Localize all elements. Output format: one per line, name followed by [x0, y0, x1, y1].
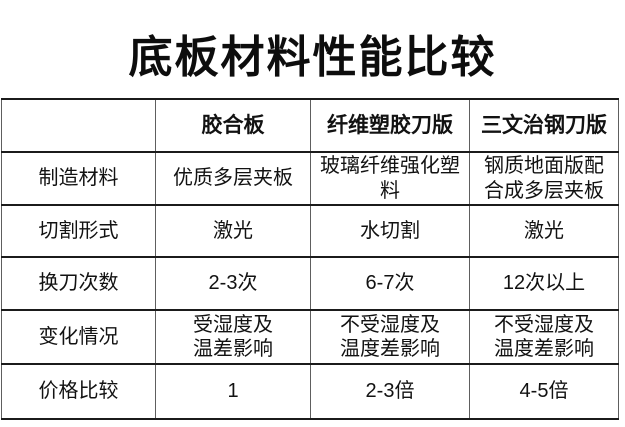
row-blade-change-count: 换刀次数 2-3次 6-7次 12次以上	[1, 256, 619, 311]
table-cell: 玻璃纤维强化塑料	[310, 151, 470, 206]
row-cutting-method: 切割形式 激光 水切割 激光	[1, 204, 619, 258]
column-header-fiber-plastic-dieboard: 纤维塑胶刀版	[310, 98, 470, 153]
row-label: 变化情况	[1, 309, 156, 365]
column-header-empty	[1, 98, 156, 153]
table-cell: 不受湿度及 温度差影响	[310, 309, 470, 365]
page-title: 底板材料性能比较	[128, 33, 497, 82]
table-cell: 激光	[469, 204, 619, 258]
table-cell: 不受湿度及 温度差影响	[469, 309, 619, 365]
row-price-comparison: 价格比较 1 2-3倍 4-5倍	[1, 363, 619, 420]
comparison-table: 胶合板 纤维塑胶刀版 三文治钢刀版 制造材料 优质多层夹板 玻璃纤维强化塑料 钢…	[1, 98, 619, 420]
table-cell: 受湿度及 温差影响	[155, 309, 311, 365]
table-header-row: 胶合板 纤维塑胶刀版 三文治钢刀版	[1, 98, 619, 153]
table-cell: 激光	[155, 204, 311, 258]
table-cell: 6-7次	[310, 256, 470, 311]
row-label: 切割形式	[1, 204, 156, 258]
row-label: 价格比较	[1, 363, 156, 420]
table-cell: 2-3次	[155, 256, 311, 311]
table-cell: 水切割	[310, 204, 470, 258]
table-cell: 4-5倍	[469, 363, 619, 420]
table-cell: 1	[155, 363, 311, 420]
table-cell: 钢质地面版配 合成多层夹板	[469, 151, 619, 206]
column-header-plywood: 胶合板	[155, 98, 311, 153]
table-cell: 2-3倍	[310, 363, 470, 420]
row-label: 制造材料	[1, 151, 156, 206]
column-header-sandwich-steel-dieboard: 三文治钢刀版	[469, 98, 619, 153]
table-cell: 12次以上	[469, 256, 619, 311]
row-change-condition: 变化情况 受湿度及 温差影响 不受湿度及 温度差影响 不受湿度及 温度差影响	[1, 309, 619, 365]
row-label: 换刀次数	[1, 256, 156, 311]
table-cell: 优质多层夹板	[155, 151, 311, 206]
row-manufacturing-material: 制造材料 优质多层夹板 玻璃纤维强化塑料 钢质地面版配 合成多层夹板	[1, 151, 619, 206]
